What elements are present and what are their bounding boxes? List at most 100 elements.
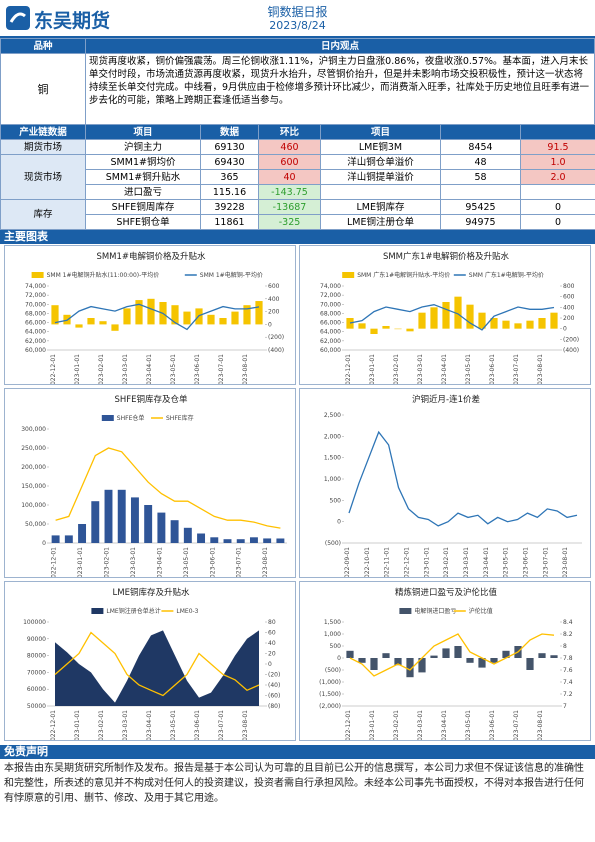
bar [210, 537, 219, 543]
x-tick-label: 2023-06-01 [194, 710, 201, 741]
chart-title: SHFE铜库存及仓单 [114, 394, 188, 405]
opinion-text: 现货再度收紧，铜价偏强震荡。周三伦铜收涨1.11%，沪铜主力日盘涨0.86%，夜… [85, 53, 595, 125]
bar [276, 538, 285, 543]
table-cell: 洋山铜提单溢价 [320, 169, 441, 185]
bar [466, 304, 474, 329]
x-tick-label: 2023-03-01 [463, 547, 470, 578]
y2-tick-label: 800 [563, 283, 575, 290]
y-tick-label: 60,000 [25, 347, 46, 354]
x-tick-label: 2023-06-01 [194, 354, 201, 385]
y2-tick-label: 200 [268, 309, 280, 316]
x-tick-label: 2023-04-01 [146, 354, 153, 385]
bar [157, 512, 166, 543]
y-tick-label: 68,000 [320, 310, 341, 317]
x-tick-label: 2023-03-01 [122, 354, 129, 385]
y2-tick-label: 80 [268, 619, 276, 626]
bar [170, 520, 179, 543]
y-tick-label: 70,000 [320, 301, 341, 308]
bar [263, 538, 272, 543]
table-cell: 115.16 [200, 184, 259, 200]
bar [382, 653, 390, 658]
y-tick-label: 90000 [27, 636, 46, 643]
legend-swatch [399, 608, 412, 614]
bar [243, 305, 251, 325]
variety: 铜 [0, 53, 86, 125]
y-tick-label: 1,000 [324, 476, 341, 483]
table-cell: 95425 [440, 199, 521, 215]
y2-tick-label: 7.8 [563, 655, 573, 662]
bar [406, 658, 414, 678]
bar [370, 328, 378, 334]
x-tick-label: 2022-12-01 [50, 710, 57, 741]
bar [183, 527, 192, 543]
y-tick-label: 70000 [27, 669, 46, 676]
table-cell: 460 [258, 139, 321, 155]
x-tick-label: 2023-05-01 [183, 547, 190, 578]
line [349, 304, 555, 331]
bar [346, 318, 354, 329]
table-cell [520, 184, 595, 200]
bar [346, 650, 354, 658]
x-tick-label: 2023-07-01 [218, 710, 225, 741]
x-tick-label: 2023-07-01 [542, 547, 549, 578]
bar [478, 312, 486, 329]
bar [418, 658, 426, 673]
header-cell [520, 124, 595, 140]
bar [502, 320, 510, 329]
x-tick-label: 2023-03-01 [130, 547, 137, 578]
x-tick-label: 2023-01-01 [423, 547, 430, 578]
x-tick-label: 2023-02-01 [393, 710, 400, 741]
y-tick-label: (500) [325, 667, 341, 674]
bar [418, 312, 426, 329]
bar [490, 658, 498, 663]
opinion-table: 品种 日内观点 铜 现货再度收紧，铜价偏强震荡。周三伦铜收涨1.11%，沪铜主力日… [0, 38, 595, 125]
x-tick-label: 2023-03-01 [417, 354, 424, 385]
y-tick-label: 200,000 [21, 464, 46, 471]
section-heading: 免责声明 [0, 745, 595, 759]
x-tick-label: 2022-10-01 [364, 547, 371, 578]
table-cell: 39228 [200, 199, 259, 215]
legend-label: SHFE仓单 [117, 414, 145, 422]
table-cell: 58 [440, 169, 521, 185]
bar [406, 328, 414, 332]
bar [490, 318, 498, 329]
x-tick-label: 2023-05-01 [503, 547, 510, 578]
bar [454, 646, 462, 658]
header-cell: 数据 [200, 124, 259, 140]
chart: SHFE铜库存及仓单 SHFE仓单 SHFE库存 0 50,000 100,000 150,… [4, 388, 296, 578]
x-tick-label: 2022-09-01 [344, 547, 351, 578]
bar [91, 501, 100, 543]
x-tick-label: 2023-05-01 [465, 354, 472, 385]
x-tick-label: 2023-08-01 [242, 710, 249, 741]
x-tick-label: 2023-02-01 [443, 547, 450, 578]
bar [394, 658, 402, 666]
line [54, 631, 260, 697]
bar [78, 524, 87, 543]
y2-tick-label: (80) [268, 703, 280, 710]
table-row: SHFE铜仓单 11861 -325 LME铜注册仓单 94975 0 [1, 214, 595, 230]
y2-tick-label: 7 [563, 703, 567, 710]
header: 东吴期货 铜数据日报 2023/8/24 [0, 0, 595, 38]
group-cell: 库存 [0, 199, 86, 230]
x-tick-label: 2023-03-01 [417, 710, 424, 741]
bar [236, 539, 245, 543]
y-tick-label: 72,000 [25, 292, 46, 299]
bar [526, 658, 534, 670]
x-tick-label: 2023-02-01 [98, 354, 105, 385]
table-cell: 8454 [440, 139, 521, 155]
y-tick-label: 1,500 [324, 455, 341, 462]
y2-tick-label: (200) [268, 334, 284, 341]
bar [197, 533, 206, 543]
y2-tick-label: 8.2 [563, 631, 573, 638]
bar [171, 305, 179, 325]
y-tick-label: 100,000 [21, 502, 46, 509]
table-cell: 69130 [200, 139, 259, 155]
y2-tick-label: 8.4 [563, 619, 573, 626]
legend-label: SHFE库存 [166, 414, 194, 422]
bar [466, 658, 474, 663]
y-tick-label: (2,000) [319, 703, 341, 710]
header-cell: 品种 [0, 38, 86, 54]
bar [430, 655, 438, 658]
table-row: 进口盈亏 115.16 -143.75 [1, 184, 595, 200]
